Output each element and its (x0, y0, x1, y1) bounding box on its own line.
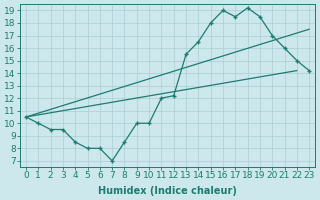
X-axis label: Humidex (Indice chaleur): Humidex (Indice chaleur) (98, 186, 237, 196)
